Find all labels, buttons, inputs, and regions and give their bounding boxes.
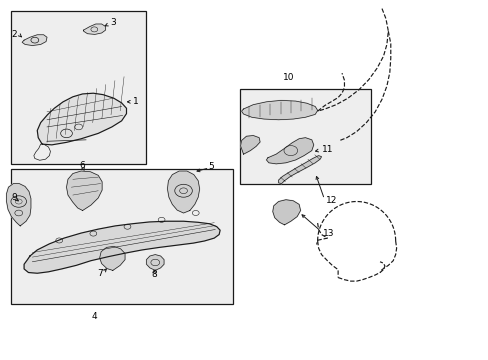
- Text: 2: 2: [11, 30, 17, 39]
- Text: 4: 4: [91, 312, 97, 321]
- Bar: [11, 12, 145, 164]
- Text: 9: 9: [11, 193, 17, 202]
- Text: 8: 8: [151, 270, 156, 279]
- Text: 3: 3: [110, 18, 116, 27]
- Text: 5: 5: [207, 162, 213, 171]
- Polygon shape: [66, 171, 102, 211]
- Polygon shape: [24, 221, 220, 273]
- Polygon shape: [146, 255, 163, 270]
- Text: 13: 13: [322, 229, 333, 238]
- Polygon shape: [22, 35, 47, 45]
- Polygon shape: [83, 24, 105, 35]
- Polygon shape: [272, 200, 300, 225]
- Text: 11: 11: [321, 145, 332, 154]
- Polygon shape: [167, 171, 199, 213]
- Text: 1: 1: [133, 97, 139, 106]
- Polygon shape: [278, 156, 321, 184]
- Polygon shape: [241, 100, 317, 120]
- Text: 6: 6: [80, 161, 85, 170]
- Polygon shape: [240, 135, 260, 154]
- Polygon shape: [266, 138, 313, 164]
- Text: 7: 7: [97, 269, 103, 278]
- Text: 12: 12: [326, 196, 337, 205]
- Polygon shape: [6, 184, 31, 226]
- Bar: [239, 89, 370, 184]
- Polygon shape: [100, 246, 125, 270]
- Polygon shape: [37, 93, 126, 145]
- Bar: [11, 169, 233, 304]
- Text: 10: 10: [282, 73, 293, 82]
